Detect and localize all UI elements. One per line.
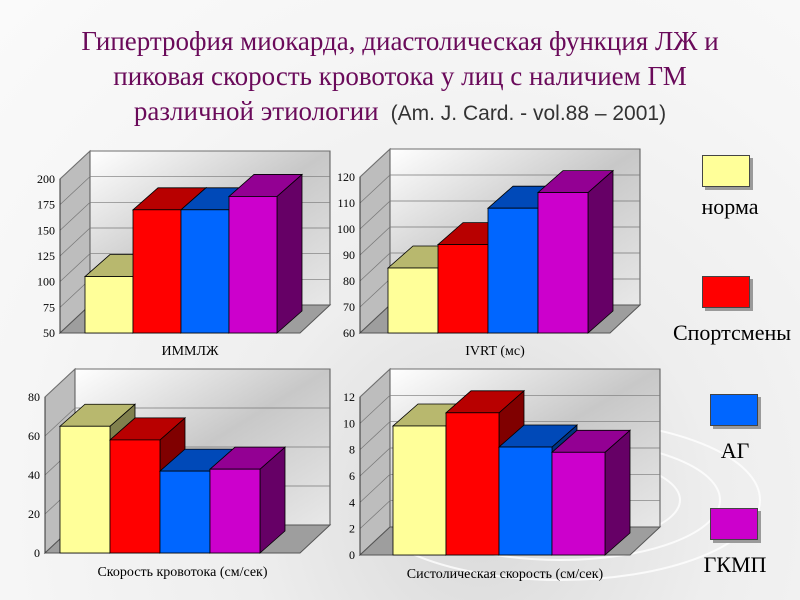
y-tick-label: 80 — [28, 390, 40, 404]
gridline-side — [359, 368, 391, 398]
gridline-side — [359, 226, 391, 256]
bar-ГКМП — [536, 169, 615, 334]
bar-ГКМП — [208, 446, 287, 554]
gridline-side — [359, 447, 391, 477]
gridline-side — [59, 150, 91, 180]
y-tick-label: 100 — [337, 222, 355, 236]
bar-ГКМП — [227, 173, 304, 334]
y-tick-label: 175 — [37, 198, 55, 212]
legend-swatch-norm — [702, 155, 750, 187]
y-tick-label: 100 — [37, 275, 55, 289]
y-tick-label: 120 — [337, 170, 355, 184]
chart-immlzh: 50 75 100 125 150 175 200 ИММЛЖ — [37, 149, 332, 359]
title-line-2: пиковая скорость кровотока у лиц с налич… — [113, 61, 687, 91]
gridline-side — [359, 474, 391, 503]
bar-ГКМП — [550, 429, 632, 556]
y-tick-label: 0 — [34, 546, 40, 560]
x-axis-label: IVRT (мс) — [465, 344, 525, 359]
legend-label-gkmp: ГКМП — [703, 552, 767, 577]
gridline-side — [359, 200, 391, 230]
title-line-1: Гипертрофия миокарда, диастолическая фун… — [81, 26, 719, 56]
gridline-side — [359, 421, 391, 450]
y-tick-label: 60 — [28, 429, 40, 443]
y-tick-label: 200 — [37, 172, 55, 186]
y-tick-label: 20 — [28, 507, 40, 521]
y-tick-label: 150 — [37, 223, 55, 237]
legend-swatch-ag — [710, 394, 758, 426]
gridline-side — [59, 176, 91, 205]
slide-title: Гипертрофия миокарда, диастолическая фун… — [20, 24, 780, 131]
y-tick-label: 6 — [349, 469, 355, 483]
gridline-side — [59, 202, 91, 231]
y-tick-label: 90 — [343, 248, 355, 262]
gridline-side — [44, 368, 76, 398]
gridline-side — [59, 253, 91, 282]
gridline-side — [359, 500, 391, 529]
legend-label-norm: норма — [701, 194, 759, 219]
x-axis-label: Скорость кровотока (см/сек) — [97, 565, 267, 580]
y-tick-label: 70 — [343, 300, 355, 314]
gridline-side — [359, 174, 391, 204]
legend-swatch-gkmp — [710, 508, 758, 540]
x-axis-label: Систолическая скорость (см/сек) — [407, 567, 604, 582]
chart-systolic-velocity: 0 2 4 6 8 10 12 Систолическая скорость (см/сек) — [343, 367, 662, 582]
gridline-side — [359, 252, 391, 282]
y-tick-label: 12 — [343, 390, 355, 404]
chart-blood-flow-velocity: 0 20 40 60 80 Скорость кровотока (см/сек) — [28, 367, 332, 580]
y-tick-label: 75 — [43, 300, 55, 314]
chart-ivrt: 60 70 80 90 100 110 120 IVRT (мс) — [337, 147, 642, 359]
title-reference: (Am. J. Card. - vol.88 – 2001) — [390, 102, 667, 125]
y-tick-label: 80 — [343, 274, 355, 288]
y-tick-label: 10 — [343, 416, 355, 430]
y-tick-label: 0 — [349, 548, 355, 562]
legend-label-athletes: Спортсмены — [672, 320, 792, 345]
gridline-side — [359, 278, 391, 308]
y-tick-label: 50 — [43, 326, 55, 340]
y-tick-label: 40 — [28, 468, 40, 482]
title-line-3-text: различной этиологии — [133, 96, 379, 126]
gridline-side — [359, 148, 391, 178]
y-tick-label: 4 — [349, 495, 355, 509]
y-tick-label: 8 — [349, 443, 355, 457]
y-tick-label: 125 — [37, 249, 55, 263]
x-axis-label: ИММЛЖ — [161, 344, 219, 359]
title-line-3: различной этиологии (Am. J. Card. - vol.8… — [20, 94, 780, 131]
y-tick-label: 2 — [349, 522, 355, 536]
gridline-side — [59, 227, 91, 257]
legend-label-ag: АГ — [720, 438, 750, 463]
legend-swatch-athletes — [702, 276, 750, 308]
y-tick-label: 110 — [337, 196, 355, 210]
gridline-side — [359, 395, 391, 424]
y-tick-label: 60 — [343, 326, 355, 340]
gridline-side — [44, 407, 76, 437]
